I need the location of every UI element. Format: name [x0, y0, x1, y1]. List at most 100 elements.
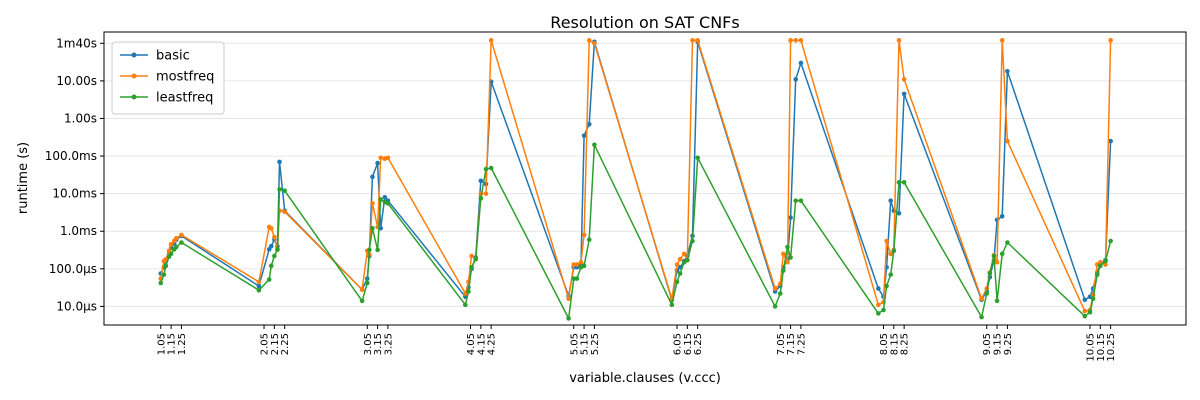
leastfreq-point — [385, 201, 391, 206]
y-tick-label: 10.0ms — [52, 187, 97, 201]
mostfreq-point — [793, 38, 799, 43]
basic-point — [1108, 138, 1113, 144]
leastfreq-point — [690, 238, 695, 244]
basic-point — [896, 211, 902, 216]
leastfreq-point — [788, 255, 793, 260]
legend-item-mostfreq: mostfreq — [120, 70, 214, 85]
leastfreq-point — [884, 283, 889, 289]
basic-point — [788, 215, 793, 220]
leastfreq-point — [1087, 309, 1093, 315]
legend-item-basic: basic — [120, 49, 190, 64]
x-tick-label: 5.05 — [569, 333, 580, 355]
leastfreq-point — [677, 271, 683, 276]
mostfreq-point — [586, 38, 592, 43]
leastfreq-point — [466, 289, 471, 294]
x-tick-label: 10.25 — [1106, 333, 1117, 362]
x-tick-label: 4.25 — [487, 333, 498, 355]
legend-box — [111, 41, 225, 115]
legend-label: mostfreq — [156, 70, 214, 85]
leastfreq-point — [772, 304, 778, 309]
mostfreq-point — [785, 259, 790, 265]
basic-point — [901, 91, 907, 97]
leastfreq-point — [1108, 238, 1113, 244]
leastfreq-point — [277, 187, 282, 192]
leastfreq-point — [364, 280, 370, 286]
leastfreq-point — [473, 256, 478, 262]
leastfreq-point — [158, 280, 164, 286]
mostfreq-point — [999, 38, 1005, 43]
x-tick-label: 4.15 — [476, 333, 487, 355]
mostfreq-point — [1082, 308, 1088, 314]
chart-title: Resolution on SAT CNFs — [550, 13, 739, 32]
leastfreq-point — [685, 257, 690, 263]
basic-point — [876, 286, 881, 291]
leastfreq-point — [876, 311, 881, 316]
leastfreq-point — [891, 248, 897, 254]
leastfreq-point — [168, 251, 174, 257]
leastfreq-point — [987, 271, 993, 276]
series-layer — [158, 38, 1113, 321]
x-tick-label: 7.05 — [776, 333, 787, 355]
mostfreq-point — [781, 251, 786, 257]
leastfreq-point — [574, 276, 580, 281]
leastfreq-point — [785, 244, 790, 250]
legend-marker — [131, 52, 137, 58]
mostfreq-point — [1005, 138, 1010, 144]
leastfreq-point — [268, 263, 274, 269]
mostfreq-point — [888, 251, 894, 257]
mostfreq-point — [788, 38, 793, 43]
mostfreq-point — [268, 225, 274, 231]
x-tick-label: 2.15 — [270, 333, 281, 355]
leastfreq-point — [161, 272, 167, 277]
leastfreq-point — [1082, 313, 1088, 319]
leastfreq-point — [275, 247, 280, 252]
mostfreq-point — [772, 286, 778, 291]
mostfreq-point — [798, 38, 804, 43]
mostfreq-point — [681, 251, 687, 257]
x-tick-label: 8.25 — [900, 333, 911, 355]
x-tick-label: 6.25 — [693, 333, 704, 355]
mostfreq-point — [1098, 259, 1103, 265]
mostfreq-point — [483, 191, 489, 196]
leastfreq-point — [669, 302, 675, 308]
y-tick-label: 1.00s — [64, 111, 97, 125]
leastfreq-point — [488, 165, 494, 171]
basic-point — [256, 283, 262, 289]
y-tick-label: 10.00s — [56, 74, 97, 88]
leastfreq-point — [1005, 240, 1010, 245]
mostfreq-point — [359, 287, 365, 292]
mostfreq-point — [994, 259, 1000, 265]
x-tick-label: 3.05 — [363, 333, 374, 355]
basic-point — [382, 194, 388, 200]
basic-point — [370, 174, 375, 180]
y-tick-label: 1m40s — [56, 36, 97, 50]
mostfreq-point — [695, 38, 700, 43]
basic-point — [798, 60, 804, 66]
basic-point — [586, 122, 592, 127]
grid-lines — [104, 42, 1186, 307]
mostfreq-point — [370, 201, 375, 206]
x-axis-label: variable.clauses (v.ccc) — [569, 371, 721, 386]
leastfreq-point — [483, 166, 489, 172]
series-mostfreq — [158, 38, 1113, 314]
leastfreq-point — [793, 198, 799, 203]
mostfreq-point — [173, 235, 179, 241]
x-tick-label: 9.15 — [993, 333, 1004, 355]
mostfreq-point — [901, 77, 907, 82]
x-tick-label: 5.15 — [580, 333, 591, 355]
x-tick-label: 4.05 — [466, 333, 477, 355]
basic-point — [277, 159, 282, 165]
legend-marker — [131, 94, 137, 100]
leastfreq-point — [777, 291, 783, 296]
leastfreq-point — [370, 225, 375, 231]
mostfreq-point — [272, 234, 277, 240]
mostfreq-point — [581, 232, 587, 238]
mostfreq-point — [578, 259, 584, 265]
x-tick-label: 2.05 — [260, 333, 271, 355]
leastfreq-point — [478, 196, 484, 201]
basic-point — [1082, 297, 1088, 303]
legend: basic mostfreq leastfreq — [111, 41, 225, 115]
leastfreq-point — [173, 244, 179, 250]
x-tick-label: 3.15 — [373, 333, 384, 355]
x-tick-label: 9.25 — [1003, 333, 1014, 355]
